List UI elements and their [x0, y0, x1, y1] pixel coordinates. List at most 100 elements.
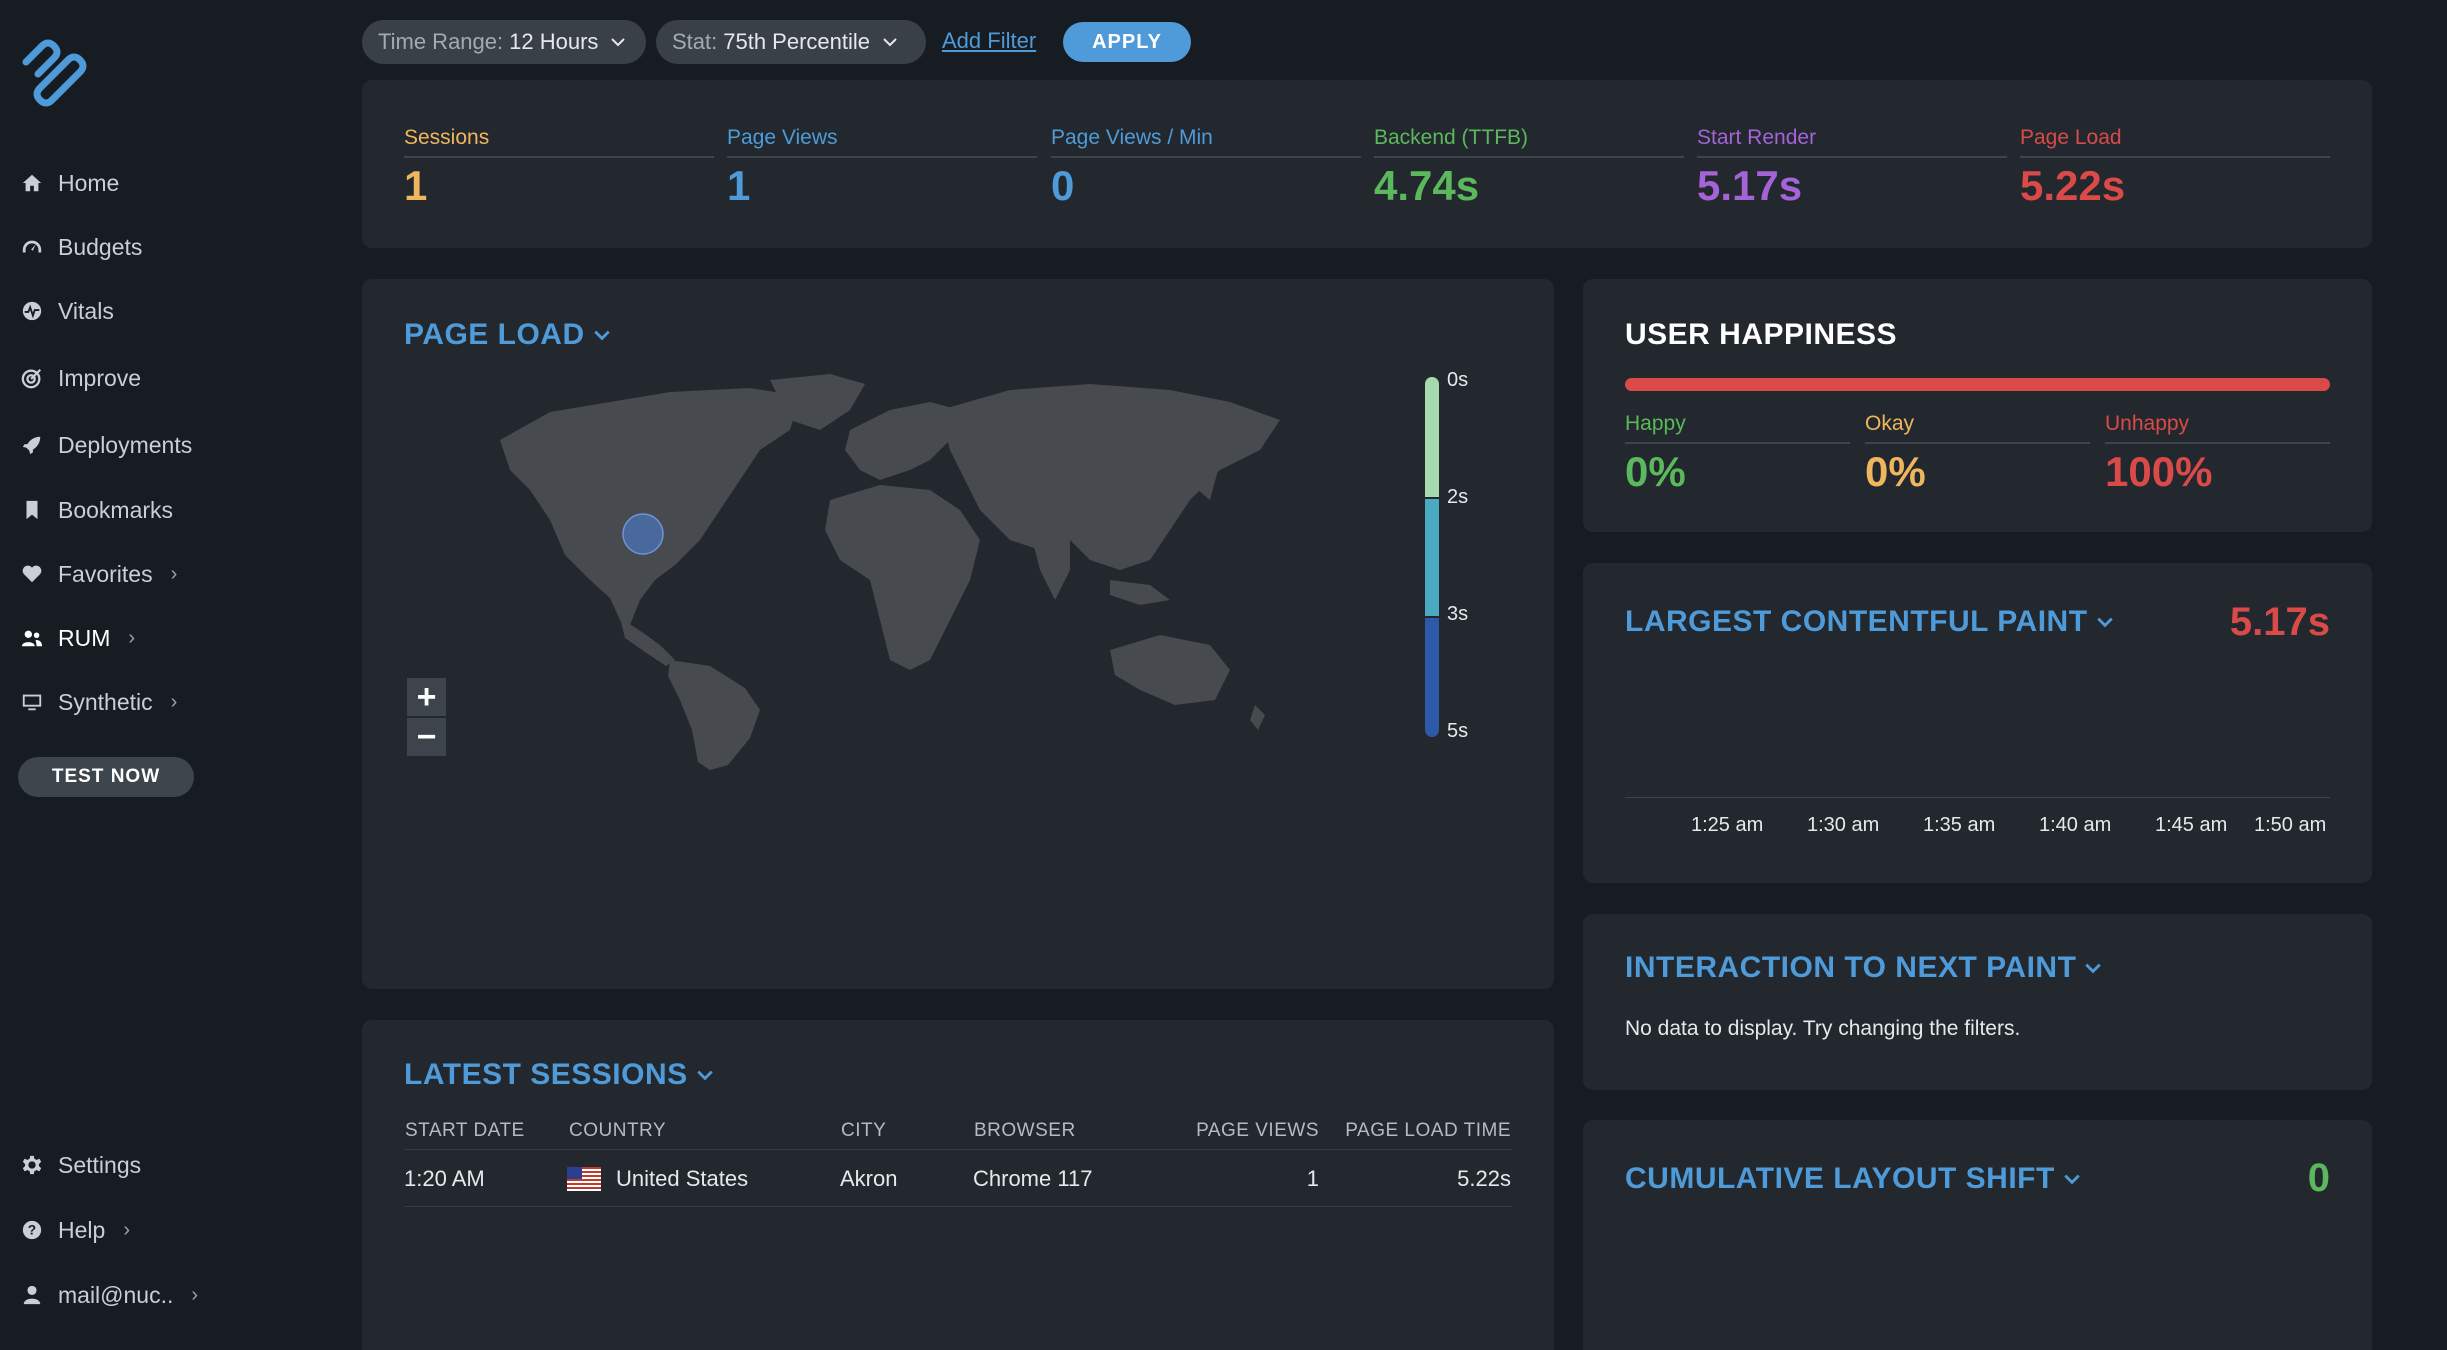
- stat-label: Stat:: [672, 29, 718, 54]
- zoom-in-button[interactable]: +: [407, 678, 446, 716]
- sidebar-item-label: Synthetic: [58, 688, 153, 715]
- sidebar-item-rum[interactable]: RUM ›: [20, 618, 135, 658]
- legend-bar-fast: [1425, 377, 1439, 497]
- sidebar-item-label: Budgets: [58, 233, 143, 260]
- gauge-icon: [20, 235, 44, 259]
- metric-page-views-per-min[interactable]: Page Views / Min 0: [1051, 126, 1361, 210]
- sidebar-item-vitals[interactable]: Vitals: [20, 291, 114, 331]
- sidebar-item-help[interactable]: ? Help ›: [20, 1210, 130, 1250]
- sidebar-item-favorites[interactable]: Favorites ›: [20, 554, 177, 594]
- unhappy-label: Unhappy: [2105, 412, 2330, 444]
- test-now-button[interactable]: TEST NOW: [18, 757, 194, 797]
- user-happiness-card: [1583, 279, 2372, 532]
- chevron-right-icon: ›: [170, 562, 178, 585]
- sidebar-item-improve[interactable]: Improve: [20, 358, 141, 398]
- session-location-marker: [622, 513, 664, 555]
- monitor-icon: [20, 690, 44, 714]
- metric-value: 5.22s: [2020, 162, 2126, 209]
- sidebar-item-deployments[interactable]: Deployments: [20, 425, 192, 465]
- x-tick-label: 1:30 am: [1807, 814, 1880, 836]
- sidebar-item-label: Settings: [58, 1151, 142, 1178]
- cls-value: 0: [2307, 1156, 2330, 1200]
- sidebar-item-synthetic[interactable]: Synthetic ›: [20, 682, 177, 722]
- page-load-title-dropdown[interactable]: PAGE LOAD: [404, 318, 611, 352]
- metric-value: 0: [1051, 162, 1075, 209]
- sidebar-item-home[interactable]: Home: [20, 163, 119, 203]
- help-icon: ?: [20, 1218, 44, 1242]
- user-happiness-title: USER HAPPINESS: [1625, 318, 1898, 351]
- column-header-city[interactable]: CITY: [841, 1120, 887, 1141]
- sidebar-item-label: Favorites: [58, 560, 153, 587]
- sidebar-item-label: Home: [58, 169, 120, 196]
- cls-card: [1583, 1120, 2372, 1350]
- column-header-page-load-time[interactable]: PAGE LOAD TIME: [1345, 1120, 1511, 1141]
- column-header-page-views[interactable]: PAGE VIEWS: [1196, 1120, 1319, 1141]
- user-icon: [20, 1283, 44, 1307]
- column-header-country[interactable]: COUNTRY: [569, 1120, 667, 1141]
- legend-label: 3s: [1447, 603, 1469, 625]
- cell-page-load-time: 5.22s: [1457, 1166, 1511, 1191]
- unhappy-stat: Unhappy 100%: [2105, 412, 2330, 496]
- okay-label: Okay: [1865, 412, 2090, 444]
- latest-sessions-title-dropdown[interactable]: LATEST SESSIONS: [404, 1058, 714, 1092]
- x-tick-label: 1:25 am: [1691, 814, 1764, 836]
- home-icon: [20, 171, 44, 195]
- inp-title-dropdown[interactable]: INTERACTION TO NEXT PAINT: [1625, 951, 2102, 985]
- cell-page-views: 1: [1306, 1166, 1319, 1191]
- lcp-title-dropdown[interactable]: LARGEST CONTENTFUL PAINT: [1625, 605, 2114, 639]
- sidebar-item-label: mail@nuc..: [58, 1281, 174, 1308]
- chevron-right-icon: ›: [170, 690, 178, 713]
- sidebar-item-budgets[interactable]: Budgets: [20, 227, 142, 267]
- world-map[interactable]: [470, 370, 1280, 770]
- table-divider: [404, 1149, 1512, 1150]
- metric-value: 5.17s: [1697, 162, 1803, 209]
- chevron-down-icon: [611, 38, 626, 47]
- rocket-icon: [20, 433, 44, 457]
- legend-label: 2s: [1447, 486, 1469, 508]
- metric-page-views[interactable]: Page Views 1: [727, 126, 1037, 210]
- time-range-dropdown[interactable]: Time Range: 12 Hours: [362, 20, 646, 64]
- chevron-down-icon: [2096, 617, 2113, 628]
- sidebar-item-label: Deployments: [58, 431, 193, 458]
- metric-backend-ttfb[interactable]: Backend (TTFB) 4.74s: [1374, 126, 1684, 210]
- add-filter-link[interactable]: Add Filter: [942, 28, 1037, 53]
- section-title: LATEST SESSIONS: [404, 1058, 688, 1091]
- sidebar-item-bookmarks[interactable]: Bookmarks: [20, 490, 173, 530]
- chevron-right-icon: ›: [191, 1283, 199, 1306]
- happy-stat: Happy 0%: [1625, 412, 1850, 496]
- cell-country: United States: [616, 1166, 749, 1191]
- sidebar-item-account[interactable]: mail@nuc.. ›: [20, 1275, 198, 1315]
- bookmark-icon: [20, 498, 44, 522]
- sidebar-item-label: RUM: [58, 624, 111, 651]
- cls-title-dropdown[interactable]: CUMULATIVE LAYOUT SHIFT: [1625, 1162, 2081, 1196]
- sidebar-item-label: Bookmarks: [58, 496, 174, 523]
- us-flag-icon: [567, 1167, 601, 1191]
- cell-city: Akron: [840, 1166, 898, 1191]
- heart-icon: [20, 562, 44, 586]
- chevron-down-icon: [593, 330, 610, 341]
- app-logo-icon[interactable]: [16, 36, 92, 112]
- sidebar-item-settings[interactable]: Settings: [20, 1145, 141, 1185]
- metric-page-load[interactable]: Page Load 5.22s: [2020, 126, 2330, 210]
- x-tick-label: 1:45 am: [2155, 814, 2228, 836]
- apply-button[interactable]: APPLY: [1063, 22, 1191, 62]
- happy-label: Happy: [1625, 412, 1850, 444]
- inp-empty-message: No data to display. Try changing the fil…: [1625, 1017, 2021, 1040]
- cell-browser: Chrome 117: [973, 1166, 1093, 1191]
- zoom-out-button[interactable]: −: [407, 718, 446, 756]
- stat-dropdown[interactable]: Stat: 75th Percentile: [656, 20, 926, 64]
- metric-start-render[interactable]: Start Render 5.17s: [1697, 126, 2007, 210]
- section-title: PAGE LOAD: [404, 318, 585, 351]
- column-header-start-date[interactable]: START DATE: [405, 1120, 525, 1141]
- legend-bar-slow: [1425, 618, 1439, 737]
- metric-label: Backend (TTFB): [1374, 126, 1684, 158]
- x-tick-label: 1:50 am: [2254, 814, 2327, 836]
- metric-sessions[interactable]: Sessions 1: [404, 126, 714, 210]
- sidebar-item-label: Vitals: [58, 297, 114, 324]
- metric-label: Page Views / Min: [1051, 126, 1361, 158]
- cell-start-date: 1:20 AM: [404, 1166, 485, 1191]
- legend-bar-moderate: [1425, 499, 1439, 616]
- section-title: INTERACTION TO NEXT PAINT: [1625, 951, 2077, 984]
- column-header-browser[interactable]: BROWSER: [974, 1120, 1076, 1141]
- metric-label: Page Views: [727, 126, 1037, 158]
